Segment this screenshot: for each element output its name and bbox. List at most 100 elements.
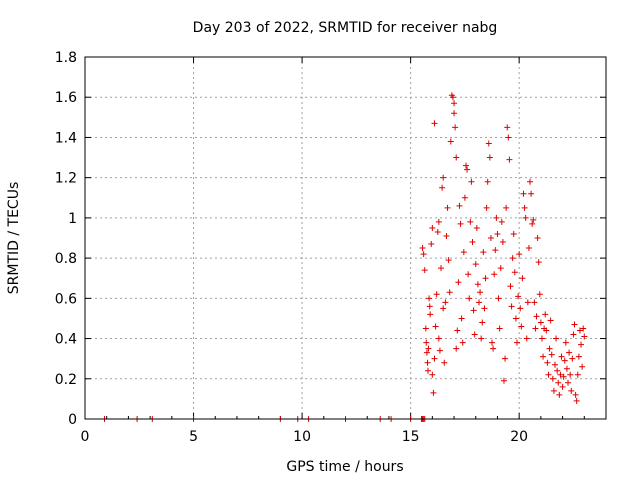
plot-frame (84, 56, 607, 420)
data-point (579, 363, 586, 370)
data-point (519, 275, 526, 282)
data-point (527, 178, 534, 185)
data-point (436, 347, 443, 354)
y-tick-label: 0.8 (55, 251, 77, 267)
y-tick-label: 0.2 (55, 372, 77, 388)
data-points (101, 92, 588, 422)
data-point (560, 373, 567, 380)
data-point (431, 355, 438, 362)
data-point (565, 379, 572, 386)
data-point (576, 327, 583, 334)
data-point (502, 355, 509, 362)
data-point (543, 327, 550, 334)
data-point (548, 351, 555, 358)
data-point (555, 379, 562, 386)
data-point (434, 228, 441, 235)
data-point (425, 345, 432, 352)
y-tick-label: 1.6 (55, 90, 77, 106)
data-point (491, 271, 498, 278)
data-point (479, 319, 486, 326)
data-point (537, 319, 544, 326)
data-point (496, 325, 503, 332)
data-point (500, 377, 507, 384)
data-point (545, 371, 552, 378)
x-tick-label: 15 (402, 429, 420, 445)
data-point (424, 367, 431, 374)
data-point (460, 249, 467, 256)
data-point (423, 339, 430, 346)
data-point (477, 289, 484, 296)
data-point (571, 321, 578, 328)
data-point (493, 214, 500, 221)
data-point (531, 299, 538, 306)
data-point (498, 218, 505, 225)
data-point (528, 190, 535, 197)
data-point (518, 323, 525, 330)
data-point (451, 100, 458, 107)
y-axis-label: SRMTID / TECUs (6, 182, 22, 295)
data-point (497, 265, 504, 272)
data-point (559, 383, 566, 390)
data-point (452, 124, 459, 131)
data-point (513, 339, 520, 346)
data-point (440, 305, 447, 312)
data-point (464, 166, 471, 173)
data-point (457, 220, 464, 227)
x-tick-label: 20 (510, 429, 528, 445)
data-point (510, 230, 517, 237)
data-point (462, 162, 469, 169)
data-point (529, 220, 536, 227)
data-point (505, 134, 512, 141)
data-point (482, 275, 489, 282)
data-point (435, 218, 442, 225)
data-point (566, 349, 573, 356)
data-point (433, 291, 440, 298)
data-point (461, 194, 468, 201)
data-point (562, 339, 569, 346)
x-tick-label: 5 (189, 429, 198, 445)
data-point (487, 235, 494, 241)
data-point (432, 323, 439, 330)
data-point (429, 224, 436, 231)
data-point (533, 313, 540, 320)
data-point (471, 331, 478, 338)
data-point (557, 371, 564, 378)
data-point (490, 345, 497, 352)
data-point (544, 359, 551, 366)
data-point (447, 138, 454, 145)
y-tick-label: 1.4 (55, 130, 77, 146)
y-tick-label: 1 (68, 211, 77, 227)
data-point (550, 387, 557, 394)
x-tick-label: 0 (81, 429, 90, 445)
data-point (439, 184, 446, 191)
data-point (420, 251, 427, 258)
y-tick-label: 1.8 (55, 50, 77, 66)
axis-ticks: 0 5 10 15 20 0 0.2 0.4 0.6 0.8 1 1.2 1.4 1.6 1.8 (55, 50, 606, 445)
data-point (547, 317, 554, 324)
data-point (511, 269, 518, 276)
data-point (534, 235, 541, 241)
data-point (473, 224, 480, 231)
data-point (445, 257, 452, 264)
data-point (483, 204, 490, 211)
data-point (422, 325, 429, 332)
data-point (580, 325, 587, 332)
data-point (525, 245, 532, 252)
data-point (520, 190, 527, 197)
data-point (578, 341, 585, 348)
data-point (474, 281, 481, 288)
data-point (516, 251, 523, 258)
grid (85, 57, 606, 419)
data-point (469, 239, 476, 246)
data-point (567, 371, 574, 378)
data-point (423, 349, 430, 356)
data-point (563, 365, 570, 372)
data-point (549, 375, 556, 382)
data-point (575, 353, 582, 360)
data-point (540, 353, 547, 360)
data-point (427, 311, 434, 318)
data-point (431, 120, 438, 127)
data-point (454, 327, 461, 334)
data-point (421, 267, 428, 274)
data-point (446, 289, 453, 296)
